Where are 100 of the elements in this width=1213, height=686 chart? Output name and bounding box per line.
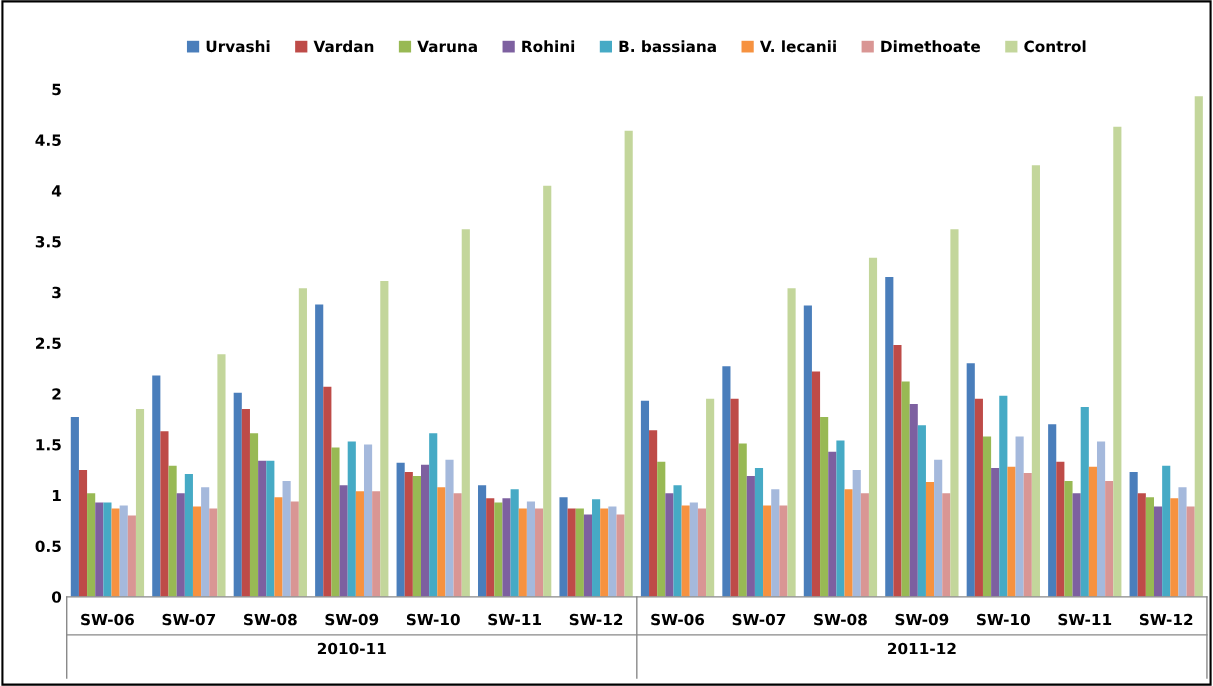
bar xyxy=(934,459,943,597)
y-tick-label: 3 xyxy=(52,286,61,299)
bar xyxy=(1023,472,1032,597)
bar xyxy=(1178,487,1187,597)
legend-label: Dimethoate xyxy=(881,40,981,53)
bar xyxy=(135,408,145,597)
bar xyxy=(518,508,527,597)
bar xyxy=(119,505,128,597)
bar xyxy=(828,451,837,597)
bar xyxy=(763,505,772,597)
bar xyxy=(966,363,975,597)
x-tick-label: SW-06 xyxy=(81,613,134,626)
x-tick-label: SW-10 xyxy=(406,613,460,626)
x-tick-label: SW-09 xyxy=(325,613,379,626)
bar xyxy=(575,508,584,597)
bar xyxy=(844,489,853,597)
bar xyxy=(1015,436,1024,597)
bar xyxy=(201,487,210,597)
y-tick-label: 2 xyxy=(52,388,61,400)
bar xyxy=(1031,165,1040,597)
y-tick-label: 4.5 xyxy=(35,134,61,146)
bar xyxy=(502,498,511,597)
bar xyxy=(461,229,470,597)
bar xyxy=(1096,441,1106,597)
bar xyxy=(526,501,536,597)
bar xyxy=(640,400,650,597)
bar xyxy=(543,185,552,597)
bar xyxy=(396,462,405,597)
bar xyxy=(665,493,674,597)
bar xyxy=(820,417,829,597)
text: 2010-11 xyxy=(317,642,386,655)
bar xyxy=(681,505,690,597)
bar xyxy=(339,485,348,597)
bar xyxy=(982,436,992,597)
bar xyxy=(1194,96,1203,597)
bar xyxy=(1088,466,1097,597)
legend-label: V. lecanii xyxy=(759,40,836,53)
bar xyxy=(282,481,291,597)
bar xyxy=(486,498,495,597)
x-tick-label: SW-11 xyxy=(1058,613,1112,626)
legend-label: Varuna xyxy=(417,40,477,53)
x-tick-label: SW-06 xyxy=(651,613,705,626)
bar xyxy=(510,489,519,597)
bar xyxy=(111,508,120,597)
legend-label: Urvashi xyxy=(206,40,270,53)
bar xyxy=(803,305,812,597)
bar xyxy=(323,386,332,597)
bar xyxy=(421,464,430,597)
bar xyxy=(852,469,861,597)
legend-label: B. bassiana xyxy=(619,40,716,53)
bar xyxy=(241,408,250,597)
x-tick-label: SW-09 xyxy=(895,613,949,626)
bar xyxy=(1105,481,1114,597)
bar xyxy=(616,514,625,597)
bar xyxy=(315,304,324,597)
bar xyxy=(722,366,731,597)
x-tick-label: SW-08 xyxy=(244,613,297,626)
x-tick-label: SW-12 xyxy=(1139,613,1193,626)
bar xyxy=(266,460,275,597)
bar xyxy=(600,508,609,597)
bar xyxy=(1162,465,1171,597)
legend-label: Control xyxy=(1024,40,1086,53)
bar xyxy=(567,508,576,597)
bar xyxy=(608,506,617,597)
bar xyxy=(233,392,242,597)
y-tick-label: 0.5 xyxy=(35,540,61,553)
y-tick-label: 5 xyxy=(52,83,61,96)
bar xyxy=(657,461,666,597)
bar xyxy=(184,473,193,597)
x-tick-label: SW-07 xyxy=(162,613,216,626)
bar xyxy=(559,497,568,597)
bar xyxy=(779,505,788,597)
bar xyxy=(746,476,755,597)
bar xyxy=(1129,471,1138,597)
bar xyxy=(925,482,935,597)
bar xyxy=(1056,461,1065,597)
bar xyxy=(868,257,878,597)
bar xyxy=(754,467,764,597)
bar xyxy=(372,491,381,597)
x-tick-label: SW-08 xyxy=(814,613,867,626)
bar xyxy=(412,476,421,597)
bar xyxy=(1064,481,1073,597)
bar xyxy=(176,493,185,597)
bar xyxy=(950,229,959,597)
bar xyxy=(901,381,910,597)
bar xyxy=(738,443,747,597)
bar xyxy=(127,515,136,597)
bar xyxy=(909,403,918,597)
bar xyxy=(942,493,951,597)
bar xyxy=(624,130,633,597)
bar xyxy=(445,459,454,597)
bar xyxy=(168,465,177,597)
bar xyxy=(885,277,894,597)
bar xyxy=(649,430,658,597)
bar xyxy=(592,499,601,597)
bar xyxy=(355,491,364,597)
bar xyxy=(673,485,682,597)
bar xyxy=(347,441,356,597)
bar xyxy=(1048,424,1057,597)
bar xyxy=(917,425,926,597)
